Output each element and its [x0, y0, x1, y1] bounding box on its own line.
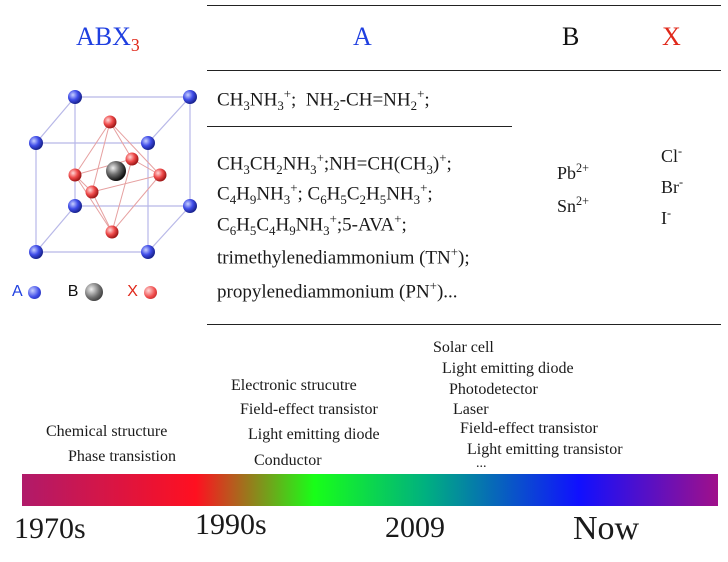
- a-atom: [183, 90, 197, 104]
- octahedron-frame: [74, 121, 161, 233]
- x-atom: [125, 152, 139, 166]
- app-2009-3: Laser: [453, 401, 489, 418]
- legend-b-label: B: [67, 283, 79, 301]
- a-atom: [68, 90, 82, 104]
- column-header-x: X: [662, 22, 681, 51]
- column-header-a: A: [353, 22, 372, 51]
- era-1990s: 1990s: [195, 508, 267, 541]
- x-atom: [103, 115, 117, 129]
- x-anion-i: I-: [661, 206, 672, 228]
- app-1970s-0: Chemical structure: [46, 423, 168, 440]
- a-cations-line-1: CH3CH2NH3+;NH=CH(CH3)+;: [217, 150, 452, 178]
- app-1970s-1: Phase transistion: [68, 448, 176, 465]
- atom-legend: A B X: [12, 283, 158, 301]
- app-2009-5: Light emitting transistor: [467, 441, 623, 458]
- a-cations-simple: CH3NH3+; NH2-CH=NH2+;: [217, 86, 430, 114]
- legend-a-ball: [28, 285, 42, 299]
- era-now: Now: [573, 510, 640, 547]
- app-1990s-0: Electronic strucutre: [231, 377, 357, 394]
- app-2009-2: Photodetector: [449, 381, 538, 398]
- a-cations-line-5: propylenediammonium (PN+)...: [217, 278, 458, 303]
- a-atom: [141, 136, 155, 150]
- column-header-b: B: [562, 22, 580, 51]
- x-anion-cl: Cl-: [661, 144, 683, 166]
- era-2009: 2009: [385, 511, 445, 544]
- table-bottom-rule: [207, 324, 721, 325]
- a-atom: [29, 245, 43, 259]
- app-2009-4: Field-effect transistor: [460, 420, 598, 437]
- a-atom: [29, 136, 43, 150]
- app-1990s-2: Light emitting diode: [248, 426, 380, 443]
- legend-x-label: X: [127, 283, 138, 301]
- a-cations-line-4: trimethylenediammonium (TN+);: [217, 244, 470, 269]
- formula-subscript: 3: [130, 35, 140, 56]
- a-row-separator: [207, 126, 512, 127]
- era-1970s: 1970s: [14, 512, 86, 545]
- table-header-rule: [207, 70, 721, 71]
- a-atom: [141, 245, 155, 259]
- x-anion-br: Br-: [661, 175, 684, 197]
- legend-a-label: A: [12, 283, 22, 301]
- perovskite-crystal-structure: [29, 90, 197, 259]
- app-2009-1: Light emitting diode: [442, 360, 574, 377]
- table-top-rule: [207, 5, 721, 6]
- b-atom: [106, 161, 126, 181]
- a-atom: [183, 199, 197, 213]
- app-2009-0: Solar cell: [433, 339, 494, 356]
- x-atom: [85, 185, 99, 199]
- a-cations-line-3: C6H5C4H9NH3+;5-AVA+;: [217, 211, 407, 239]
- x-atom: [153, 168, 167, 182]
- a-atom: [68, 199, 82, 213]
- timeline-gradient-bar: [22, 474, 718, 506]
- a-cations-line-2: C4H9NH3+; C6H5C2H5NH3+;: [217, 180, 433, 208]
- x-atom: [105, 225, 119, 239]
- b-cation-pb: Pb2+: [557, 161, 590, 183]
- app-2009-6: ...: [476, 456, 487, 471]
- x-atom: [68, 168, 82, 182]
- app-1990s-1: Field-effect transistor: [240, 401, 378, 418]
- legend-x-ball: [144, 285, 158, 299]
- legend-b-ball: [84, 283, 103, 301]
- b-cation-sn: Sn2+: [557, 194, 590, 216]
- general-formula: ABX3: [76, 22, 140, 56]
- app-1990s-3: Conductor: [254, 452, 322, 469]
